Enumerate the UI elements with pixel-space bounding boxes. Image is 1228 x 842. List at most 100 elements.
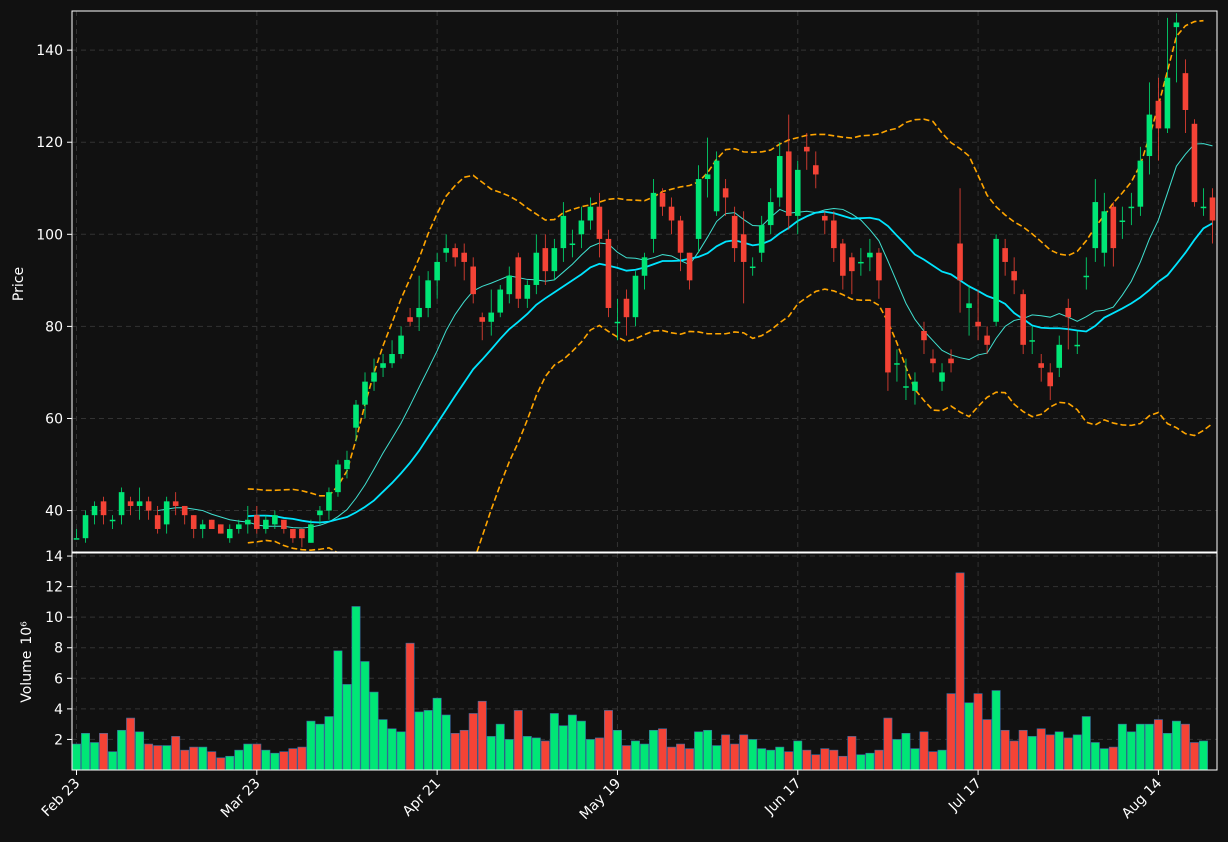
volume-bar xyxy=(603,710,613,771)
volume-bar xyxy=(180,749,190,771)
candle-body xyxy=(560,215,567,249)
candle-body xyxy=(380,363,386,368)
volume-bar xyxy=(1063,737,1073,771)
candle-body xyxy=(362,381,368,405)
candle-body xyxy=(993,238,999,322)
candle-body xyxy=(551,248,558,272)
volume-bar xyxy=(829,749,839,771)
candle-body xyxy=(785,151,792,216)
candle-body xyxy=(1038,363,1044,368)
candle-body xyxy=(776,156,783,198)
volume-bar xyxy=(1054,731,1064,771)
candle-body xyxy=(127,501,134,506)
candle-body xyxy=(290,528,296,539)
volume-bar xyxy=(676,743,686,771)
volume-bar xyxy=(549,713,559,771)
volume-axis-label: Volume 10⁶ xyxy=(19,621,35,703)
volume-bar xyxy=(847,736,857,771)
candle-body xyxy=(840,243,846,276)
volume-bar xyxy=(270,752,280,771)
volume-axis-label-text: Volume xyxy=(19,651,35,703)
candle-body xyxy=(1164,77,1171,129)
volume-bar xyxy=(1036,728,1046,771)
candle-body xyxy=(163,501,170,525)
candle-body xyxy=(686,252,693,281)
volume-bar xyxy=(1000,729,1010,771)
price-tick-label: 40 xyxy=(45,504,63,520)
volume-bar xyxy=(135,731,145,771)
volume-tick-label: 8 xyxy=(54,641,63,657)
volume-bar xyxy=(1117,723,1127,771)
volume-bar xyxy=(477,700,487,771)
volume-bar xyxy=(856,754,866,771)
volume-bar xyxy=(937,749,947,771)
volume-bar xyxy=(99,733,109,771)
volume-grid xyxy=(72,553,1217,770)
volume-bar xyxy=(315,723,325,771)
date-tick-label: Aug 14 xyxy=(1119,775,1165,821)
volume-bar xyxy=(261,749,271,771)
candle-body xyxy=(506,275,513,295)
bollinger-lower-line xyxy=(247,288,1213,552)
candle-body xyxy=(1101,211,1108,253)
candle-body xyxy=(389,354,395,364)
candle-body xyxy=(199,524,206,529)
candle-body xyxy=(659,192,666,207)
volume-bar xyxy=(189,746,199,771)
volume-bar xyxy=(721,734,731,771)
volume-bar xyxy=(928,751,938,771)
candle-body xyxy=(91,505,98,516)
candle-body xyxy=(136,501,143,506)
candle-body xyxy=(975,321,981,327)
volume-bar xyxy=(108,751,118,771)
candle-body xyxy=(623,298,630,318)
volume-bar xyxy=(576,720,586,771)
volume-bar xyxy=(225,755,235,771)
candle-body xyxy=(245,519,251,525)
volume-bar xyxy=(685,748,695,771)
candle-body xyxy=(632,275,639,318)
candle-body xyxy=(939,372,945,382)
candle-body xyxy=(867,252,873,258)
volume-bar xyxy=(405,642,415,771)
volume-bar xyxy=(378,719,388,771)
volume-bar xyxy=(360,661,370,771)
volume-bar xyxy=(1171,720,1181,771)
volume-bar xyxy=(919,731,929,771)
volume-bar xyxy=(1045,734,1055,771)
volume-bar xyxy=(297,746,307,771)
candle-body xyxy=(281,519,287,529)
candle-body xyxy=(461,252,467,262)
volume-bar xyxy=(667,746,676,771)
candle-body xyxy=(1191,123,1198,203)
volume-bar xyxy=(171,736,181,771)
volume-bar xyxy=(531,737,541,771)
candle-body xyxy=(903,386,909,388)
candle-body xyxy=(335,464,341,493)
candle-body xyxy=(740,234,747,262)
date-axis: Feb 23 Mar 23 Apr 21 May 19 Jun 17 Jul 17 Aug … xyxy=(39,770,1165,824)
candle-body xyxy=(533,252,540,285)
candle-body xyxy=(254,515,260,529)
candlesticks xyxy=(73,13,1216,548)
volume-bar xyxy=(784,751,794,771)
volume-bar xyxy=(838,755,848,771)
candle-body xyxy=(73,538,80,540)
price-tick-label: 100 xyxy=(36,227,63,243)
price-tick-label: 140 xyxy=(36,43,63,59)
volume-bar xyxy=(910,748,920,771)
candle-body xyxy=(1200,206,1207,209)
volume-bar xyxy=(703,729,713,771)
candle-body xyxy=(1029,340,1035,342)
date-tick-label: May 19 xyxy=(577,776,625,824)
volume-bar xyxy=(423,710,433,771)
volume-bar xyxy=(441,714,451,771)
volume-bar xyxy=(883,717,893,771)
candle-body xyxy=(966,303,972,308)
candle-body xyxy=(190,515,197,529)
candle-body xyxy=(984,335,990,345)
candle-body xyxy=(407,317,413,322)
candle-body xyxy=(1020,294,1026,345)
candle-body xyxy=(1047,372,1054,387)
